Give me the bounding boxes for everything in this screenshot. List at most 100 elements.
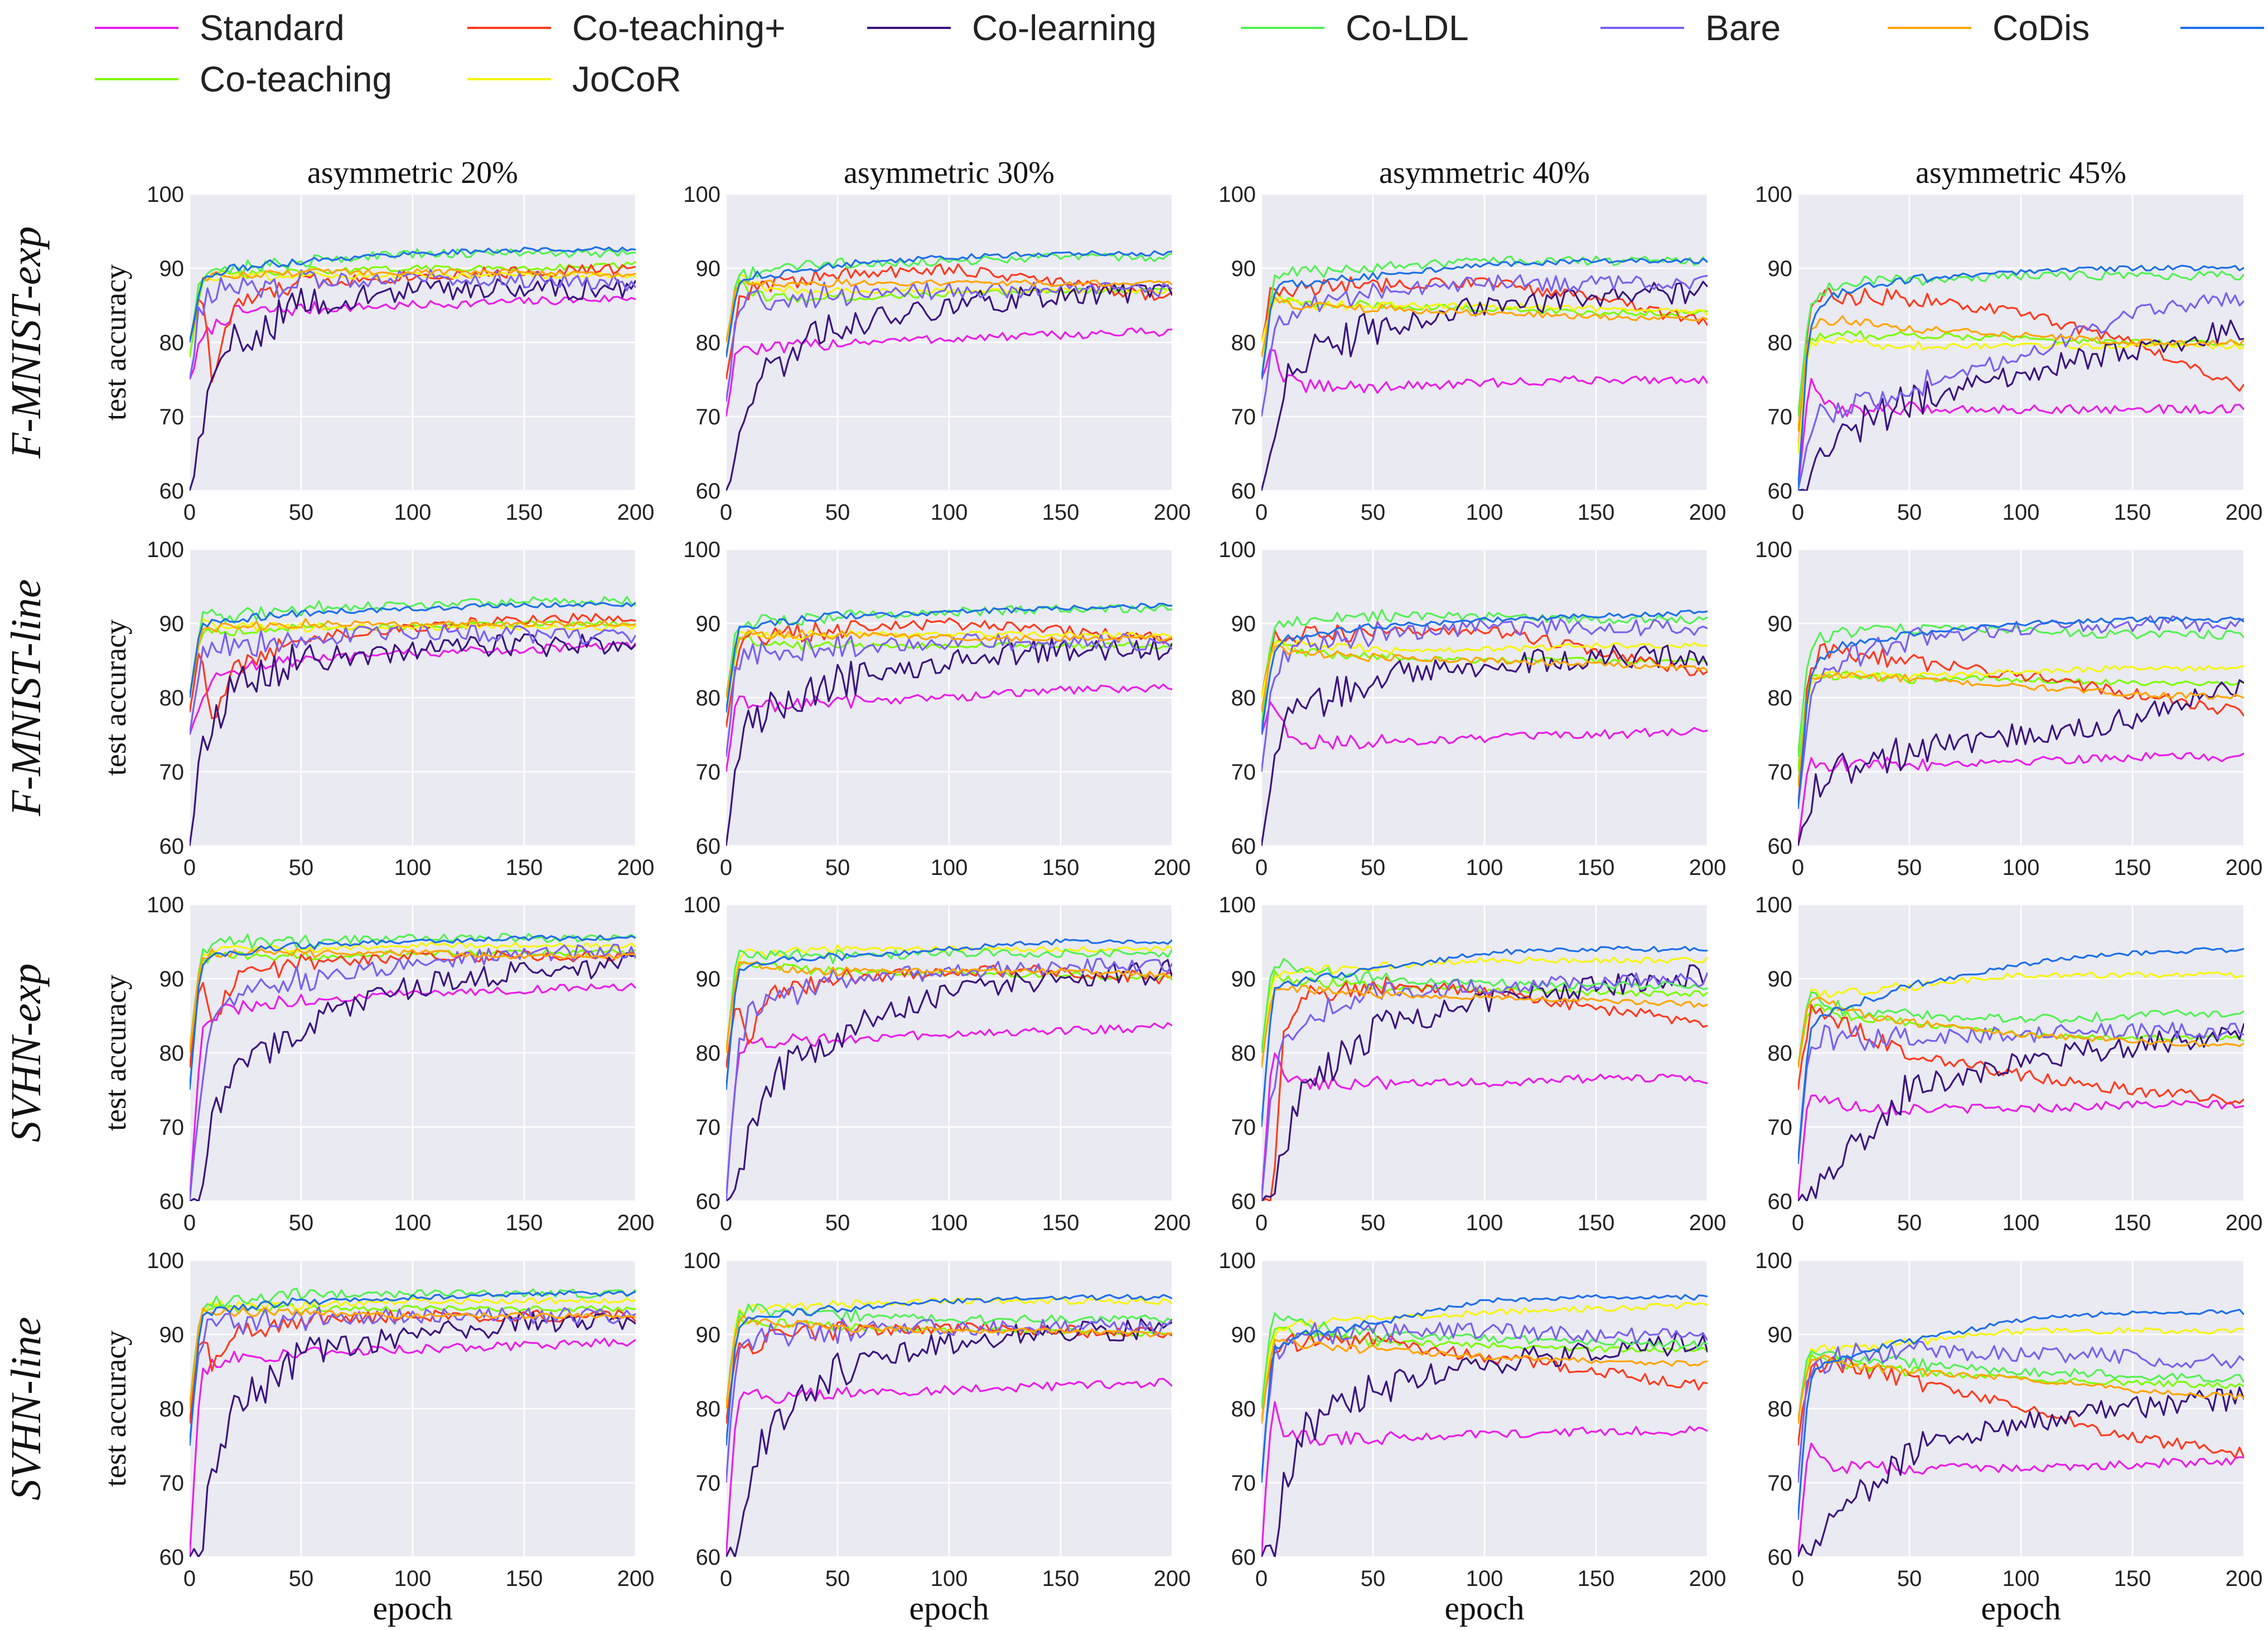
series-line-codc <box>726 602 1172 713</box>
legend-item-co-learning: Co-learning <box>867 8 1157 48</box>
series-line-standard <box>1261 1052 1708 1201</box>
row-label-f-mnist-line: F-MNIST-line <box>3 579 50 817</box>
x-tick-label: 150 <box>2114 1211 2151 1235</box>
x-tick-label: 100 <box>2003 1211 2040 1235</box>
series-line-bare <box>1261 972 1708 1201</box>
series-line-co-learning <box>1798 679 2244 846</box>
x-tick-label: 50 <box>1361 500 1386 525</box>
y-tick-label: 60 <box>159 479 185 504</box>
series-lines <box>1798 947 2244 1201</box>
x-tick-label: 200 <box>2226 1211 2263 1235</box>
y-tick-label: 70 <box>1768 1115 1793 1140</box>
y-tick-label: 100 <box>1755 182 1792 207</box>
y-tick-label: 70 <box>159 1115 185 1140</box>
series-line-co-ldl <box>1798 270 2244 417</box>
series-line-codis <box>1798 997 2244 1068</box>
legend-item-co-teaching: Co-teaching <box>95 59 392 99</box>
y-tick-label: 90 <box>1231 1323 1256 1347</box>
y-axis-label: test accuracy <box>99 620 132 776</box>
y-tick-label: 60 <box>696 1189 721 1214</box>
y-tick-label: 70 <box>159 405 185 429</box>
y-tick-label: 90 <box>159 967 185 991</box>
x-tick-label: 150 <box>506 1211 543 1235</box>
series-line-codc <box>190 1290 636 1446</box>
y-tick-label: 80 <box>1768 686 1793 710</box>
panel-f-mnist-exp-asymmetric-40: 0 50 100 150 200 60 70 80 90 100 asymmetric 40% <box>1218 156 1726 525</box>
series-line-co-learning <box>190 633 636 846</box>
y-tick-label: 90 <box>1231 257 1256 281</box>
y-tick-label: 60 <box>1768 1189 1793 1214</box>
x-tick-label: 200 <box>1154 1211 1191 1235</box>
x-tick-label: 0 <box>1255 1566 1268 1591</box>
series-line-jocor <box>1798 971 2244 1068</box>
x-tick-label: 100 <box>1466 500 1503 525</box>
legend-label: Co-LDL <box>1346 8 1469 48</box>
x-tick-label: 50 <box>289 500 314 525</box>
x-tick-label: 100 <box>931 1566 968 1591</box>
series-line-co-learning <box>190 1311 636 1557</box>
y-axis-label: test accuracy <box>99 1331 132 1487</box>
x-tick-label: 50 <box>1361 855 1386 880</box>
x-axis-label: epoch <box>373 1590 452 1627</box>
series-line-codc <box>1798 1309 2244 1520</box>
series-line-standard <box>726 1377 1172 1557</box>
y-tick-label: 80 <box>696 1041 721 1066</box>
x-tick-label: 150 <box>506 500 543 525</box>
column-title: asymmetric 20% <box>307 156 518 190</box>
x-tick-label: 150 <box>1042 500 1080 525</box>
y-tick-label: 90 <box>1768 967 1793 991</box>
x-tick-label: 100 <box>931 500 968 525</box>
series-line-co-ldl <box>1798 1350 2244 1424</box>
y-tick-label: 60 <box>696 834 721 859</box>
y-tick-label: 80 <box>1231 1397 1256 1421</box>
series-line-codc <box>190 602 636 698</box>
x-tick-label: 150 <box>2114 855 2151 880</box>
y-tick-label: 80 <box>696 686 721 710</box>
y-tick-label: 90 <box>696 967 721 991</box>
y-tick-label: 60 <box>159 834 185 859</box>
series-line-codc <box>1798 264 2244 491</box>
series-lines <box>1798 1309 2244 1557</box>
x-tick-label: 200 <box>1689 1566 1727 1591</box>
y-tick-label: 70 <box>1768 1471 1793 1496</box>
panel-grid: 0 50 100 150 200 60 70 80 90 100 asymmetric 20% tes… <box>99 156 2262 1627</box>
x-tick-label: 50 <box>825 1211 850 1235</box>
column-title: asymmetric 40% <box>1379 156 1590 190</box>
y-tick-label: 60 <box>159 1545 185 1570</box>
legend-item-bare: Bare <box>1600 8 1781 48</box>
row-label-svhn-line: SVHN-line <box>3 1317 50 1500</box>
series-line-standard <box>726 1022 1172 1201</box>
series-line-codis <box>726 1314 1172 1409</box>
panel-f-mnist-line-asymmetric-20: 0 50 100 150 200 60 70 80 90 100 test accuracy <box>99 538 654 880</box>
series-line-codc <box>726 1294 1172 1446</box>
series-line-standard <box>726 683 1172 772</box>
series-line-co-learning <box>726 283 1172 491</box>
series-line-standard <box>190 641 636 736</box>
x-tick-label: 0 <box>720 500 732 525</box>
y-tick-label: 90 <box>159 612 185 636</box>
y-tick-label: 100 <box>147 538 184 562</box>
series-line-bare <box>1798 615 2244 809</box>
y-tick-label: 70 <box>159 760 185 785</box>
x-tick-label: 100 <box>2003 855 2040 880</box>
series-lines <box>190 246 636 491</box>
y-tick-label: 70 <box>1231 1471 1256 1496</box>
y-tick-label: 60 <box>696 479 721 504</box>
y-tick-label: 100 <box>683 893 720 917</box>
x-tick-label: 200 <box>1689 1211 1727 1235</box>
x-tick-label: 100 <box>1466 1566 1503 1591</box>
series-lines <box>1798 615 2244 846</box>
y-tick-label: 80 <box>159 686 185 710</box>
series-lines <box>1798 264 2244 491</box>
legend-item-jocor: JoCoR <box>467 59 681 99</box>
y-tick-label: 90 <box>1231 612 1256 636</box>
series-line-standard <box>1261 701 1708 750</box>
series-line-bare <box>190 623 636 735</box>
y-tick-label: 100 <box>1218 1249 1256 1273</box>
y-tick-label: 80 <box>1231 331 1256 355</box>
series-line-co-teaching <box>1261 976 1708 1201</box>
legend-item-codis: CoDis <box>1888 8 2090 48</box>
legend-item-codc: CoDC <box>2180 27 2264 29</box>
series-line-codis <box>190 1307 636 1409</box>
